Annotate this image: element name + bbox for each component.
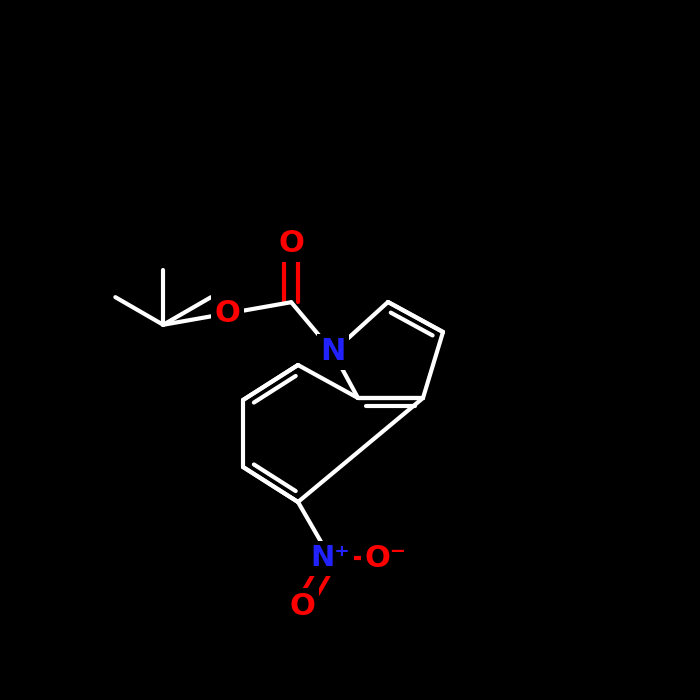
Text: O: O <box>279 229 304 258</box>
Text: O: O <box>290 592 316 621</box>
Text: O: O <box>214 299 240 328</box>
Text: N: N <box>321 337 346 367</box>
Text: N⁺: N⁺ <box>311 545 351 573</box>
Text: O⁻: O⁻ <box>365 544 407 573</box>
